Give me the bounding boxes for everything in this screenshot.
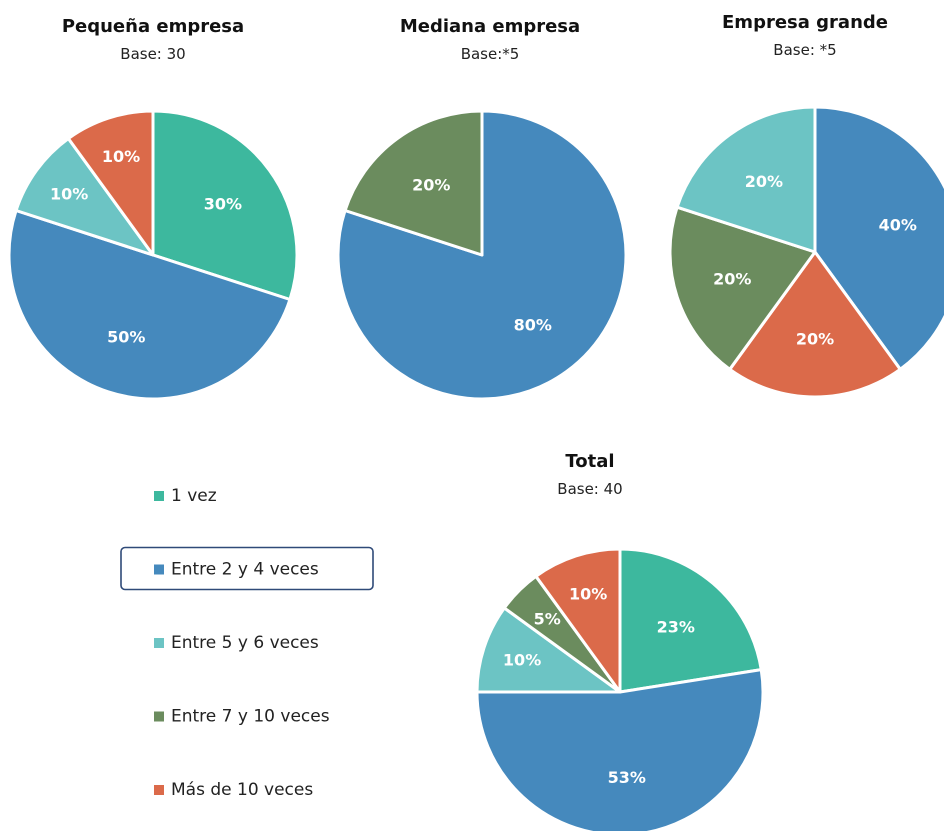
pie-slice-mas-de-10-veces — [728, 250, 902, 399]
pie-slice-entre-7-y-10-veces — [343, 109, 484, 257]
chart-title: Empresa grande — [722, 12, 888, 33]
pie-slice-entre-5-y-6-veces — [475, 606, 622, 694]
data-label: 40% — [879, 216, 917, 235]
data-label: 5% — [534, 610, 561, 629]
legend-label: 1 vez — [171, 486, 217, 506]
chart-title: Mediana empresa — [400, 16, 580, 37]
legend-item-1-vez: 1 vez — [154, 486, 217, 506]
data-label: 20% — [796, 330, 834, 349]
pie-slice-entre-2-y-4-veces — [813, 105, 944, 371]
legend-swatch — [154, 564, 164, 575]
legend-label: Entre 7 y 10 veces — [171, 707, 330, 727]
pie-slice-entre-2-y-4-veces — [7, 209, 292, 401]
legend-highlight-box — [120, 546, 374, 591]
pie-slice-entre-2-y-4-veces — [475, 668, 765, 831]
data-label: 23% — [657, 617, 695, 636]
chart-subtitle: Base: 40 — [557, 480, 622, 498]
data-label: 20% — [713, 269, 751, 288]
pie-slice-entre-5-y-6-veces — [675, 105, 817, 254]
legend: 1 vez Entre 2 y 4 veces Entre 5 y 6 veces E… — [120, 486, 374, 800]
data-label: 50% — [107, 328, 145, 347]
legend-label: Más de 10 veces — [171, 780, 313, 800]
legend-label: Entre 2 y 4 veces — [171, 560, 319, 580]
legend-item-entre-7-y-10-veces: Entre 7 y 10 veces — [154, 707, 330, 727]
data-label: 20% — [412, 176, 450, 195]
legend-label: Entre 5 y 6 veces — [171, 633, 319, 653]
pie-chart-pequena-empresa: Pequeña empresa Base: 30 30% 50% 10% 10% — [7, 16, 299, 401]
legend-swatch — [154, 491, 164, 501]
legend-item-mas-de-10-veces: Más de 10 veces — [154, 780, 313, 800]
legend-swatch — [154, 785, 164, 795]
legend-item-entre-2-y-4-veces: Entre 2 y 4 veces — [120, 546, 374, 591]
chart-subtitle: Base: *5 — [773, 41, 836, 59]
legend-swatch — [154, 638, 164, 648]
chart-title: Total — [565, 451, 614, 472]
pie-slice-entre-7-y-10-veces — [668, 205, 817, 371]
data-label: 10% — [102, 147, 140, 166]
chart-subtitle: Base:*5 — [461, 45, 520, 63]
data-label: 20% — [745, 172, 783, 191]
data-label: 80% — [514, 315, 552, 334]
pie-slice-1-vez — [151, 109, 299, 301]
pie-chart-total: Total Base: 40 23% 53% 10% 5% 10% — [475, 451, 765, 831]
pie-slice-1-vez — [618, 547, 763, 694]
chart-subtitle: Base: 30 — [120, 45, 185, 63]
pie-slice-mas-de-10-veces — [534, 547, 622, 694]
data-label: 10% — [569, 585, 607, 604]
legend-item-entre-5-y-6-veces: Entre 5 y 6 veces — [154, 633, 319, 653]
pie-slice-mas-de-10-veces — [66, 109, 155, 257]
data-label: 53% — [608, 768, 646, 787]
data-label: 10% — [50, 185, 88, 204]
data-label: 10% — [503, 651, 541, 670]
chart-title: Pequeña empresa — [62, 16, 244, 37]
pie-chart-mediana-empresa: Mediana empresa Base:*5 80% 20% — [336, 16, 628, 401]
pie-slice-entre-5-y-6-veces — [14, 137, 155, 257]
data-label: 30% — [204, 195, 242, 214]
legend-swatch — [154, 711, 164, 722]
pie-chart-empresa-grande: Empresa grande Base: *5 40% 20% 20% 20% — [668, 12, 944, 399]
